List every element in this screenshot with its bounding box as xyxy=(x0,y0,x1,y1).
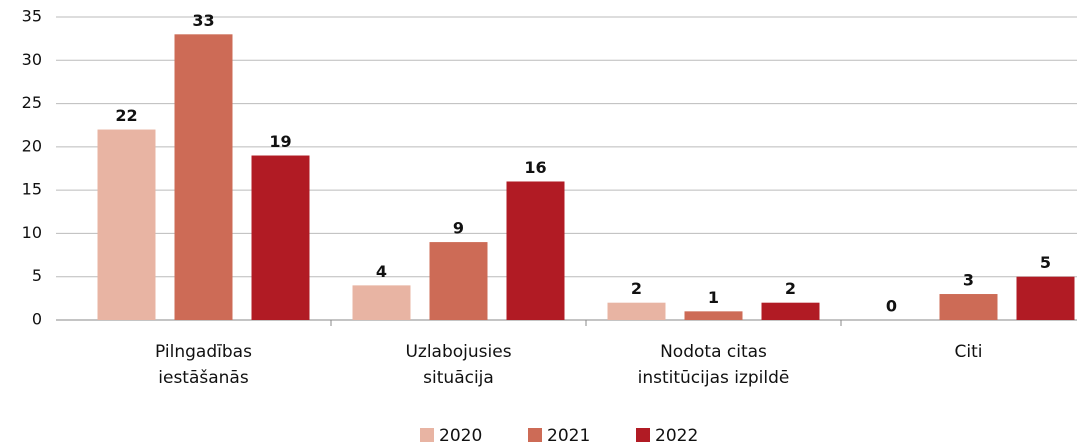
value-label: 19 xyxy=(269,132,291,151)
bar xyxy=(251,155,310,320)
value-label: 9 xyxy=(453,219,464,238)
bar xyxy=(506,181,565,320)
legend-label: 2020 xyxy=(439,426,482,443)
y-tick-label: 35 xyxy=(22,7,42,26)
legend-swatch xyxy=(636,428,650,442)
x-tick-label: Pilngadības xyxy=(155,342,252,362)
bar xyxy=(174,34,233,321)
value-label: 33 xyxy=(192,11,214,30)
value-label: 4 xyxy=(376,262,387,281)
x-tick-label: institūcijas izpildē xyxy=(638,368,790,388)
legend-swatch xyxy=(528,428,542,442)
bar xyxy=(939,294,998,320)
y-tick-label: 20 xyxy=(22,136,42,155)
value-label: 2 xyxy=(631,279,642,298)
x-tick-label: situācija xyxy=(423,368,494,388)
x-tick-label: Uzlabojusies xyxy=(405,342,511,362)
x-tick-label: iestāšanās xyxy=(158,368,249,388)
y-tick-label: 0 xyxy=(32,310,42,329)
legend-swatch xyxy=(420,428,434,442)
y-tick-label: 25 xyxy=(22,93,42,112)
value-label: 22 xyxy=(115,106,137,125)
y-tick-label: 10 xyxy=(22,223,42,242)
y-tick-label: 15 xyxy=(22,180,42,199)
legend-label: 2022 xyxy=(655,426,698,443)
value-label: 2 xyxy=(785,279,796,298)
value-label: 1 xyxy=(708,288,719,307)
bar xyxy=(352,285,411,320)
y-tick-label: 5 xyxy=(32,266,42,285)
value-label: 0 xyxy=(886,297,897,316)
y-tick-label: 30 xyxy=(22,50,42,69)
bar xyxy=(97,129,156,320)
bar xyxy=(1016,276,1075,320)
legend-label: 2021 xyxy=(547,426,590,443)
value-label: 16 xyxy=(524,158,546,177)
x-tick-label: Nodota citas xyxy=(660,342,767,362)
bar xyxy=(607,302,666,320)
bar xyxy=(684,311,743,320)
value-label: 5 xyxy=(1040,253,1051,272)
x-tick-label: Citi xyxy=(955,342,983,362)
value-label: 3 xyxy=(963,271,974,290)
bar xyxy=(429,242,488,320)
bar xyxy=(761,302,820,320)
